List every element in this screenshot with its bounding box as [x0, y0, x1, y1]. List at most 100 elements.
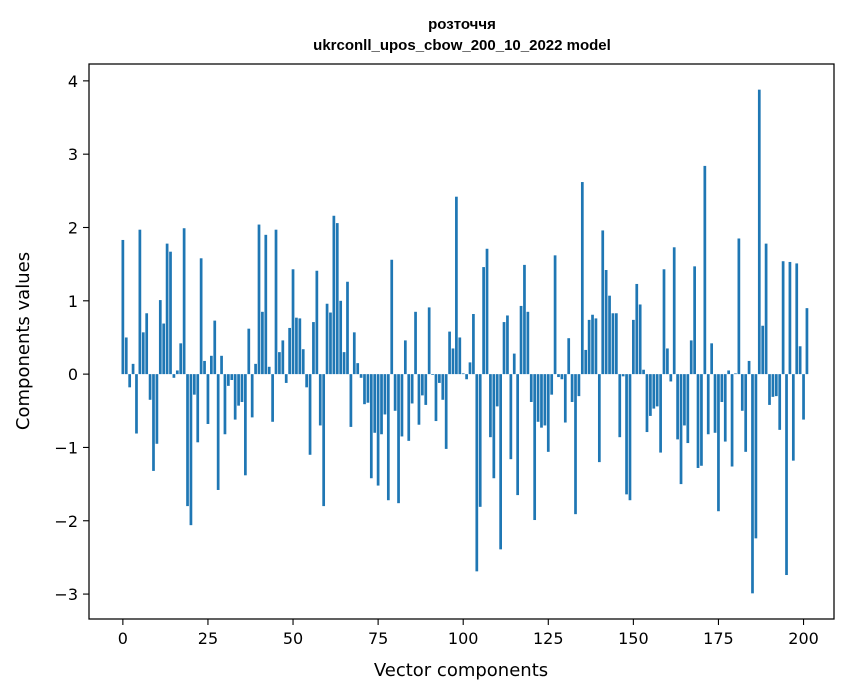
bar-30 — [223, 374, 227, 435]
bar-49 — [288, 327, 291, 375]
bar-95 — [444, 374, 448, 449]
bar-24 — [203, 360, 206, 375]
bar-29 — [220, 355, 223, 375]
bar-172 — [706, 374, 710, 435]
bar-86 — [414, 311, 417, 375]
bar-126 — [550, 374, 554, 395]
bar-144 — [611, 313, 615, 375]
bar-170 — [700, 374, 703, 466]
bar-174 — [713, 374, 717, 433]
bar-106 — [482, 267, 485, 375]
bar-46 — [278, 352, 281, 375]
bar-26 — [209, 355, 213, 375]
plot-frame — [88, 63, 835, 620]
bar-73 — [369, 374, 373, 479]
bar-93 — [438, 374, 441, 383]
bar-127 — [553, 255, 557, 375]
bar-40 — [257, 224, 261, 375]
bar-150 — [632, 319, 635, 375]
bar-190 — [768, 374, 771, 405]
bar-16 — [175, 370, 179, 375]
bar-152 — [638, 304, 642, 375]
bar-27 — [213, 320, 217, 375]
bar-68 — [352, 332, 356, 375]
bar-186 — [754, 374, 758, 539]
bar-102 — [468, 362, 472, 375]
bar-146 — [618, 374, 622, 438]
bar-149 — [628, 374, 632, 501]
bar-66 — [346, 281, 349, 375]
bar-79 — [390, 259, 394, 375]
bar-84 — [407, 374, 411, 441]
bar-80 — [393, 374, 397, 411]
bar-119 — [526, 311, 530, 375]
bar-76 — [380, 374, 383, 435]
bar-147 — [621, 374, 625, 377]
bar-199 — [798, 346, 802, 375]
bar-81 — [397, 374, 400, 504]
bar-124 — [543, 374, 547, 426]
bar-200 — [802, 374, 805, 420]
bar-55 — [308, 374, 312, 455]
bar-22 — [196, 374, 200, 443]
bar-98 — [455, 196, 458, 375]
bar-158 — [659, 374, 662, 453]
bar-7 — [145, 313, 149, 375]
bar-185 — [751, 374, 754, 594]
bar-153 — [642, 369, 645, 375]
bar-31 — [227, 374, 230, 386]
x-tick-label: 100 — [448, 629, 479, 648]
chart-title: розточчя ukrconll_upos_cbow_200_10_2022 … — [313, 16, 611, 54]
bar-121 — [533, 374, 537, 521]
bar-140 — [597, 374, 601, 463]
bar-94 — [441, 374, 445, 400]
bar-143 — [608, 295, 611, 375]
bar-100 — [461, 373, 465, 375]
bar-39 — [254, 363, 257, 375]
bar-19 — [186, 374, 189, 507]
bar-61 — [329, 312, 332, 375]
bar-188 — [761, 325, 765, 375]
bar-171 — [703, 165, 707, 375]
bar-58 — [318, 374, 322, 426]
bar-159 — [662, 269, 666, 375]
bar-28 — [216, 374, 220, 490]
bar-135 — [580, 182, 584, 375]
bar-183 — [744, 374, 748, 452]
bar-97 — [451, 348, 455, 375]
y-tick-label: −3 — [54, 585, 78, 604]
bar-167 — [689, 340, 693, 375]
x-tick-label: 150 — [618, 629, 649, 648]
bar-91 — [431, 374, 434, 375]
bar-178 — [727, 370, 731, 375]
bar-series — [121, 89, 809, 594]
bar-3 — [131, 363, 135, 375]
bar-50 — [291, 269, 295, 375]
bar-45 — [274, 229, 278, 375]
bar-155 — [649, 374, 652, 416]
bar-120 — [529, 374, 533, 402]
bar-96 — [448, 331, 451, 375]
y-tick-label: 0 — [68, 365, 78, 384]
x-tick-label: 25 — [198, 629, 218, 648]
bar-59 — [322, 374, 326, 507]
bar-75 — [376, 374, 380, 486]
y-tick-label: −2 — [54, 512, 78, 531]
bar-33 — [233, 374, 237, 420]
bar-175 — [717, 374, 720, 512]
bar-118 — [523, 264, 526, 375]
bar-141 — [601, 230, 605, 375]
bar-62 — [332, 215, 336, 375]
bar-6 — [141, 332, 145, 375]
bar-99 — [458, 337, 462, 375]
x-tick-label: 50 — [283, 629, 303, 648]
bar-193 — [778, 374, 782, 430]
bar-63 — [335, 223, 339, 375]
bar-89 — [424, 374, 428, 405]
bar-32 — [230, 374, 234, 380]
bar-64 — [339, 300, 343, 375]
bar-117 — [519, 305, 523, 375]
bar-9 — [152, 374, 155, 471]
bar-92 — [434, 374, 438, 422]
bar-71 — [363, 374, 366, 405]
